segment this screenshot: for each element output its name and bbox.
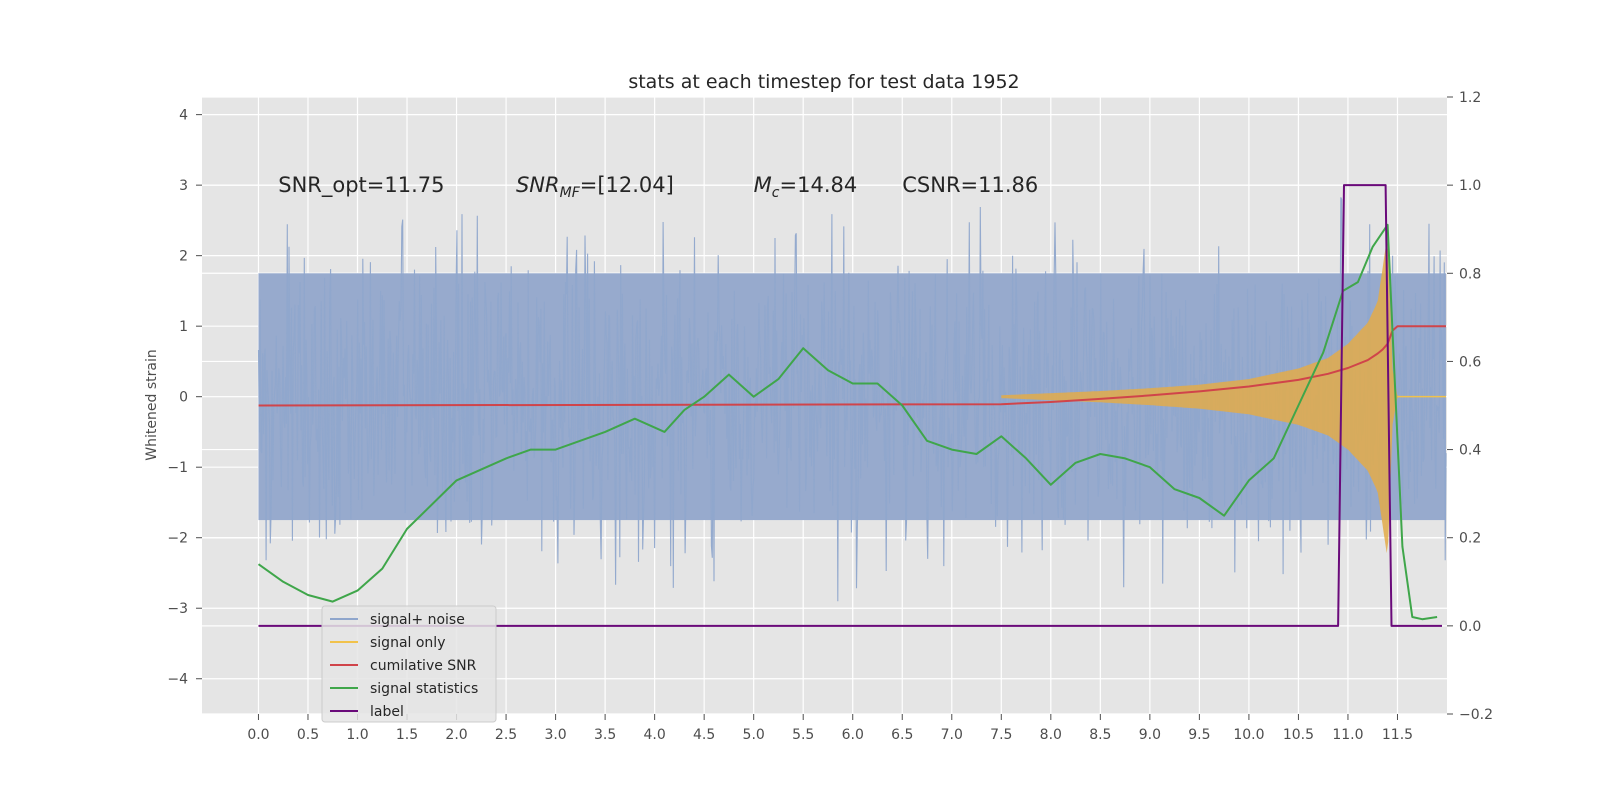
y-tick-label: 1 [179, 319, 188, 335]
y-axis-label: Whitened strain [144, 349, 160, 460]
x-tick-label: 1.0 [346, 727, 368, 743]
legend-label: label [370, 704, 404, 720]
chart-title: stats at each timestep for test data 195… [628, 71, 1019, 93]
y-tick-label: 2 [179, 249, 188, 265]
x-tick-label: 9.0 [1139, 727, 1161, 743]
y2-tick-label: 0.2 [1459, 531, 1481, 547]
x-tick-label: 10.5 [1283, 727, 1314, 743]
signal-statistics-line [257, 223, 1438, 621]
y2-tick-label: 0.6 [1459, 354, 1481, 370]
legend-label: signal only [370, 635, 445, 651]
x-tick-label: 2.0 [445, 727, 467, 743]
signal-noise-line [257, 197, 1447, 602]
x-tick-label: 2.5 [495, 727, 517, 743]
y-tick-label: 3 [179, 178, 188, 194]
y-tick-label: 0 [179, 390, 188, 406]
signal-only-series [1001, 240, 1447, 554]
legend: signal+ noise signal only cumilative SNR si… [321, 605, 497, 723]
y-tick-label: −2 [167, 531, 188, 547]
y-tick-label: 4 [179, 108, 188, 124]
x-tick-label: 4.5 [693, 727, 715, 743]
x-tick-label: 9.5 [1188, 727, 1210, 743]
y2-tick-label: 0.4 [1459, 443, 1481, 459]
legend-box [321, 605, 497, 723]
annotations: SNR_opt=11.75 SNRMF=[12.04] Mc=14.84 CSNR=1… [278, 173, 1038, 201]
annotation-1: SNR_opt=11.75 [278, 173, 444, 198]
x-tick-label: 7.5 [990, 727, 1012, 743]
y-tick-label: −3 [167, 601, 188, 617]
x-tick-label: 1.5 [396, 727, 418, 743]
y-tick-label: −4 [167, 672, 188, 688]
x-tick-label: 4.0 [644, 727, 666, 743]
x-tick-label: 11.5 [1382, 727, 1413, 743]
y2-tick-label: −0.2 [1459, 707, 1493, 723]
signal-only-envelope [1001, 240, 1446, 554]
y2-tick-label: 1.0 [1459, 178, 1481, 194]
y2-tick-label: 1.2 [1459, 90, 1481, 106]
legend-label: signal statistics [370, 681, 478, 697]
annotation-4: CSNR=11.86 [902, 173, 1038, 197]
cumilative-snr-line [258, 325, 1446, 407]
y2-axis-ticks: −0.2 0.0 0.2 0.4 0.6 0.8 1.0 1.2 [1447, 90, 1493, 723]
x-tick-label: 7.0 [941, 727, 963, 743]
x-tick-label: 5.0 [743, 727, 765, 743]
annotation-3: Mc=14.84 [754, 173, 858, 201]
x-tick-label: 6.5 [891, 727, 913, 743]
x-tick-label: 3.5 [594, 727, 616, 743]
x-tick-label: 11.0 [1332, 727, 1363, 743]
y2-tick-label: 0.8 [1459, 266, 1481, 282]
annotation-2: SNRMF=[12.04] [516, 173, 674, 201]
x-tick-label: 8.5 [1089, 727, 1111, 743]
x-tick-label: 6.0 [842, 727, 864, 743]
x-tick-label: 0.0 [247, 727, 269, 743]
y2-tick-label: 0.0 [1459, 619, 1481, 635]
x-tick-label: 8.0 [1040, 727, 1062, 743]
legend-label: signal+ noise [370, 612, 465, 628]
x-tick-label: 0.5 [297, 727, 319, 743]
x-tick-label: 10.0 [1233, 727, 1264, 743]
legend-label: cumilative SNR [370, 658, 477, 674]
y-tick-label: −1 [167, 460, 188, 476]
x-axis-ticks: 0.0 0.5 1.0 1.5 2.0 2.5 3.0 3.5 4.0 4.5 5.0 5.5 6.0 6… [247, 714, 1413, 743]
label-line [258, 184, 1442, 627]
line-series [257, 184, 1446, 627]
x-tick-label: 5.5 [792, 727, 814, 743]
x-tick-label: 3.0 [544, 727, 566, 743]
y-axis-ticks: −4 −3 −2 −1 0 1 2 3 4 [167, 108, 202, 688]
